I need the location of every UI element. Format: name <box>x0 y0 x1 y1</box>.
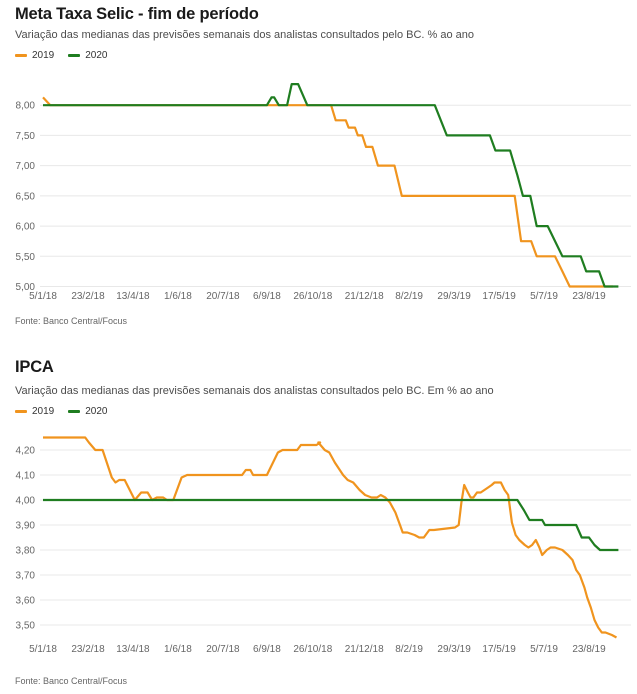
ipca-chart-title: IPCA <box>15 358 54 376</box>
x-axis-tick-label: 21/12/18 <box>345 291 384 302</box>
ipca-chart-subtitle: Variação das medianas das previsões sema… <box>15 385 494 397</box>
selic-chart-subtitle: Variação das medianas das previsões sema… <box>15 29 475 41</box>
y-axis-tick-label: 3,70 <box>16 571 36 582</box>
y-axis-tick-label: 7,50 <box>16 131 36 142</box>
y-axis-tick-label: 5,00 <box>16 282 36 293</box>
legend-swatch-2019 <box>15 410 27 413</box>
x-axis-tick-label: 20/7/18 <box>206 644 240 655</box>
x-axis-tick-label: 26/10/18 <box>293 644 332 655</box>
y-axis-tick-label: 6,50 <box>16 191 36 202</box>
y-axis-tick-label: 5,50 <box>16 252 36 263</box>
series-line-2019 <box>43 436 618 639</box>
x-axis-tick-label: 5/1/18 <box>29 291 57 302</box>
ipca-source-note: Fonte: Banco Central/Focus <box>15 676 128 686</box>
x-axis-tick-label: 13/4/18 <box>116 644 150 655</box>
x-axis-tick-label: 21/12/18 <box>345 644 384 655</box>
y-axis-tick-label: 4,10 <box>16 471 36 482</box>
y-axis-tick-label: 3,60 <box>16 596 36 607</box>
x-axis-tick-label: 8/2/19 <box>395 291 423 302</box>
x-axis-tick-label: 20/7/18 <box>206 291 240 302</box>
y-axis-tick-label: 4,20 <box>16 446 36 457</box>
legend-item-2019: 2019 <box>15 50 54 61</box>
x-axis-tick-label: 5/7/19 <box>530 644 558 655</box>
x-axis-tick-label: 23/8/19 <box>572 291 606 302</box>
series-line-2019 <box>42 96 613 288</box>
x-axis-tick-label: 17/5/19 <box>482 291 516 302</box>
x-axis-tick-label: 6/9/18 <box>253 644 281 655</box>
selic-source-note: Fonte: Banco Central/Focus <box>15 316 128 326</box>
x-axis-tick-label: 5/7/19 <box>530 291 558 302</box>
legend-swatch-2020 <box>68 410 81 413</box>
y-axis-tick-label: 4,00 <box>16 496 36 507</box>
x-axis-tick-label: 17/5/19 <box>482 644 516 655</box>
y-axis-tick-label: 3,90 <box>16 521 36 532</box>
y-axis-tick-label: 3,50 <box>16 621 36 632</box>
legend-label-2020: 2020 <box>85 50 108 61</box>
x-axis-tick-label: 8/2/19 <box>395 644 423 655</box>
x-axis-tick-label: 5/1/18 <box>29 644 57 655</box>
x-axis-tick-label: 26/10/18 <box>293 291 332 302</box>
x-axis-tick-label: 23/2/18 <box>71 644 105 655</box>
x-axis-tick-label: 1/6/18 <box>164 644 192 655</box>
x-axis-tick-label: 6/9/18 <box>253 291 281 302</box>
legend-label-2019: 2019 <box>32 406 55 417</box>
y-axis-tick-label: 6,00 <box>16 222 36 233</box>
y-axis-tick-label: 8,00 <box>16 101 36 112</box>
legend-item-2020: 2020 <box>68 50 108 61</box>
selic-chart-title: Meta Taxa Selic - fim de período <box>15 5 259 23</box>
x-axis-tick-label: 23/2/18 <box>71 291 105 302</box>
x-axis-tick-label: 13/4/18 <box>116 291 150 302</box>
x-axis-tick-label: 29/3/19 <box>437 644 471 655</box>
x-axis-tick-label: 29/3/19 <box>437 291 471 302</box>
series-line-2020 <box>43 82 619 288</box>
legend-label-2020: 2020 <box>85 406 108 417</box>
legend-label-2019: 2019 <box>32 50 55 61</box>
legend-swatch-2019 <box>15 54 27 57</box>
x-axis-tick-label: 23/8/19 <box>572 644 606 655</box>
legend-item-2019: 2019 <box>15 406 54 417</box>
y-axis-tick-label: 3,80 <box>16 546 36 557</box>
legend-swatch-2020 <box>68 54 81 57</box>
x-axis-tick-label: 1/6/18 <box>164 291 192 302</box>
selic-chart-legend: 2019 2020 <box>15 50 108 61</box>
legend-item-2020: 2020 <box>68 406 108 417</box>
y-axis-tick-label: 7,00 <box>16 161 36 172</box>
ipca-chart-legend: 2019 2020 <box>15 406 108 417</box>
series-line-2020 <box>43 498 619 552</box>
